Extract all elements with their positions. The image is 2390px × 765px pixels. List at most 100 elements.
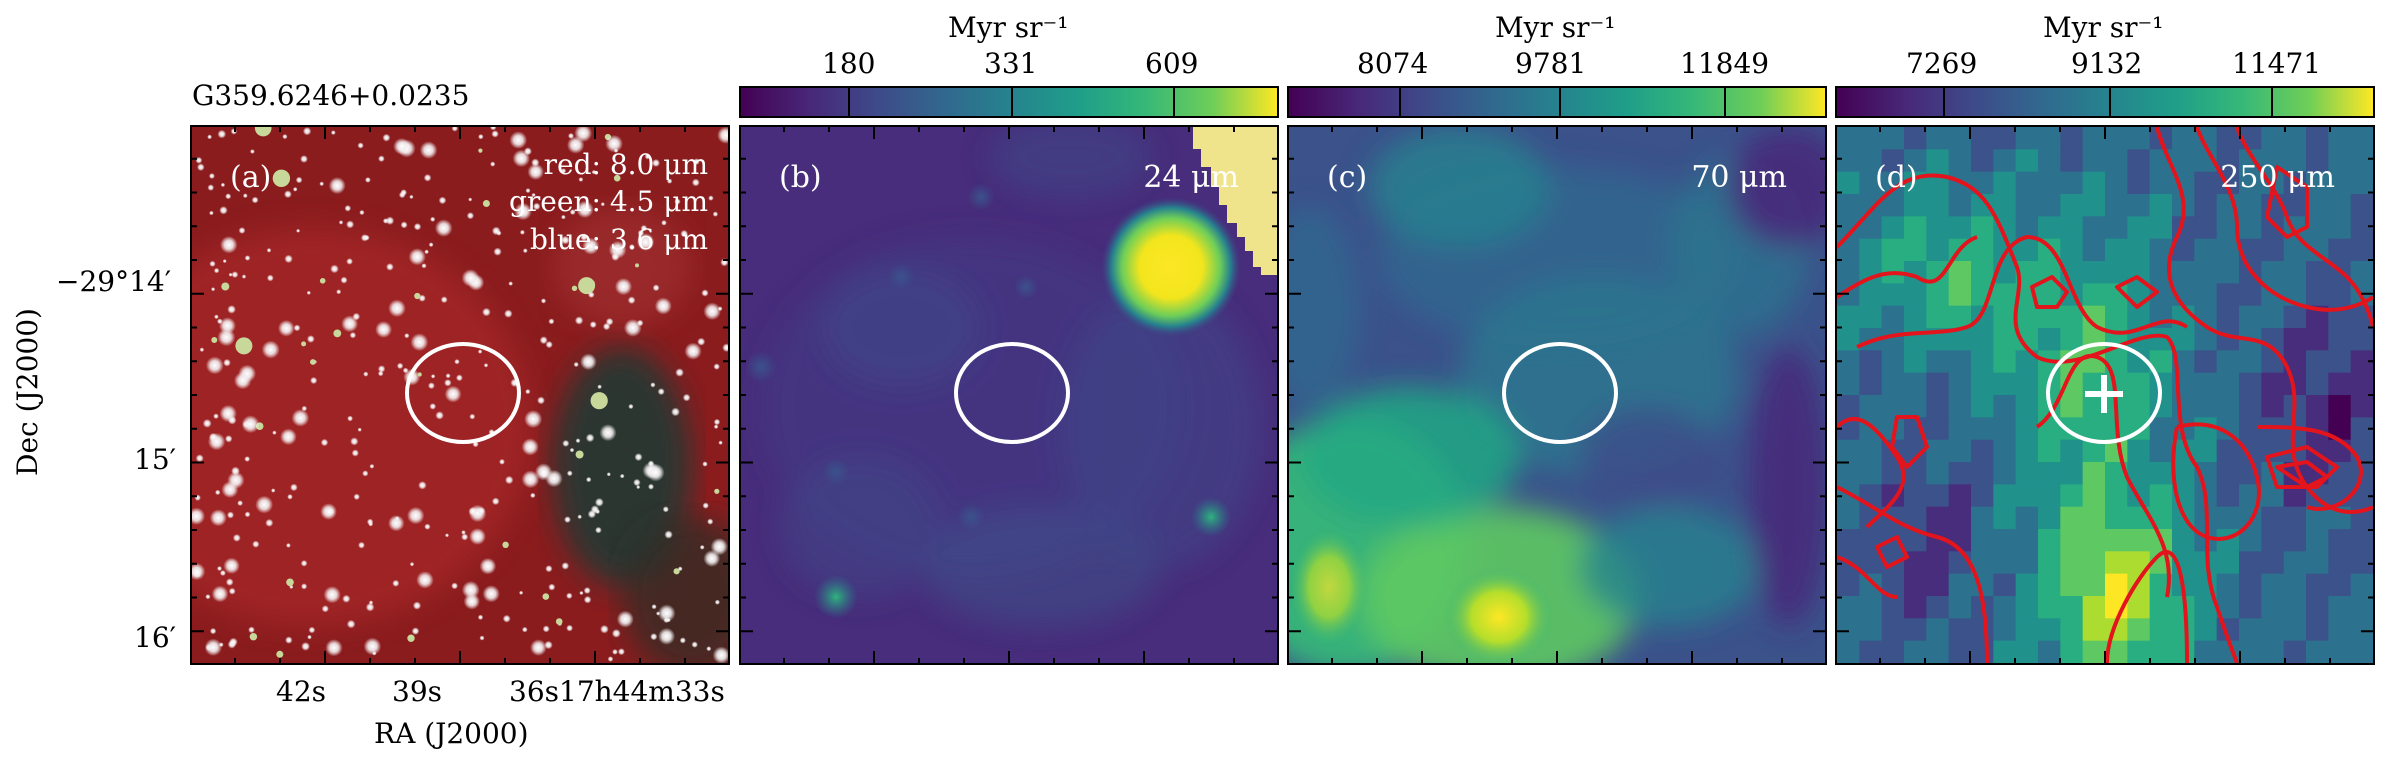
map-pixel [2261, 238, 2285, 262]
map-pixel [1926, 618, 1950, 642]
map-pixel [2060, 640, 2084, 663]
map-pixel [1971, 328, 1994, 351]
map-pixel [1837, 395, 1860, 418]
star [580, 233, 588, 241]
map-pixel [2306, 529, 2329, 552]
map-pixel [2283, 328, 2307, 351]
map-pixel [2082, 529, 2106, 552]
map-pixel [1948, 417, 1972, 441]
map-pixel [2015, 149, 2039, 173]
star [336, 289, 342, 295]
map-pixel [1904, 573, 1927, 597]
panel-a-rgb-image: (a) red: 8.0 μm green: 4.5 μm blue: 3.6 … [190, 125, 730, 665]
map-pixel [2015, 573, 2039, 597]
map-pixel [1948, 127, 1972, 150]
map-pixel [1971, 261, 1994, 284]
map-pixel [2239, 573, 2262, 597]
map-pixel [2239, 194, 2262, 217]
star [301, 405, 308, 412]
aperture-ellipse [1502, 342, 1618, 444]
star [573, 361, 579, 368]
star [478, 134, 484, 140]
dec-axis-label: Dec (J2000) [10, 308, 44, 476]
colorbar-tick-label: 11849 [1680, 47, 1770, 80]
map-pixel [1993, 551, 2017, 575]
star [531, 192, 536, 198]
star [209, 260, 216, 267]
star [477, 614, 484, 620]
star [616, 610, 634, 628]
map-pixel [2306, 261, 2329, 284]
map-pixel [1993, 171, 2017, 195]
map-pixel [2082, 283, 2106, 307]
star [241, 274, 247, 279]
map-pixel [2127, 529, 2151, 552]
map-pixel [2105, 238, 2128, 262]
map-pixel [1904, 462, 1927, 485]
map-pixel [2060, 328, 2084, 351]
map-pixel [2038, 596, 2061, 619]
map-pixel [2082, 618, 2106, 642]
map-pixel [2194, 640, 2218, 663]
map-pixel [1993, 350, 2017, 374]
star [646, 463, 665, 482]
map-pixel [2350, 529, 2373, 552]
star [469, 413, 476, 420]
star [231, 271, 239, 278]
map-pixel [2239, 283, 2262, 307]
map-pixel [2283, 127, 2307, 150]
star [286, 543, 291, 548]
star [628, 403, 634, 410]
map-pixel [1926, 484, 1950, 508]
map-pixel [2060, 171, 2084, 195]
star [244, 511, 251, 518]
star [302, 127, 312, 136]
map-pixel [1993, 529, 2017, 552]
map-pixel [2038, 462, 2061, 485]
legend-red: red: 8.0 μm [543, 148, 708, 181]
map-pixel [1904, 283, 1927, 307]
map-pixel [2060, 395, 2084, 418]
map-pixel [2105, 149, 2128, 173]
map-pixel [1926, 305, 1950, 329]
star [418, 481, 427, 490]
map-pixel [2127, 171, 2151, 195]
map-pixel [1904, 238, 1927, 262]
map-pixel [1971, 462, 1994, 485]
star [579, 590, 584, 596]
star [223, 358, 231, 367]
panel-label-b: (b) [779, 160, 822, 195]
map-pixel [1971, 506, 1994, 530]
map-pixel [2306, 551, 2329, 575]
colorbar-unit-d: Myr sr⁻¹ [2043, 11, 2164, 44]
star [208, 432, 218, 442]
map-pixel [2172, 395, 2195, 418]
star [411, 627, 420, 635]
star [232, 534, 241, 542]
star [352, 312, 361, 321]
star [674, 198, 681, 205]
map-pixel [2082, 462, 2106, 485]
colorbar-tick [1011, 88, 1013, 116]
star [338, 220, 344, 225]
map-pixel [2060, 573, 2084, 597]
map-pixel [2060, 596, 2084, 619]
map-pixel [2060, 529, 2084, 552]
star [228, 272, 233, 277]
map-pixel [2216, 372, 2240, 396]
star [300, 155, 308, 163]
map-pixel [1859, 127, 1883, 150]
map-pixel [1948, 216, 1972, 240]
map-pixel [2082, 216, 2106, 240]
map-pixel [2149, 462, 2173, 485]
star [225, 435, 233, 443]
map-pixel [2015, 328, 2039, 351]
map-pixel [1881, 372, 1905, 396]
map-pixel [2216, 305, 2240, 329]
map-pixel [2038, 618, 2061, 642]
contour-line [1837, 235, 1978, 299]
star [271, 488, 276, 493]
star [435, 411, 444, 420]
star [276, 650, 284, 658]
star [230, 128, 238, 135]
